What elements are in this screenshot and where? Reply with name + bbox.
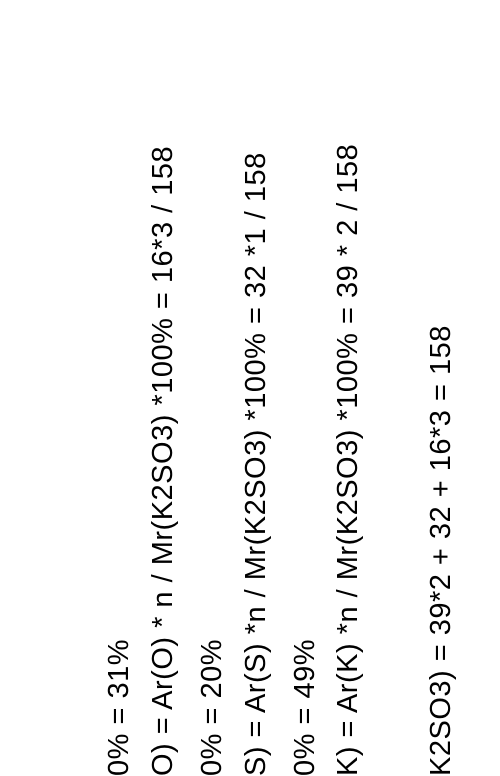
formula-container: K2SO3) = 39*2 + 32 + 16*3 = 158 K) = Ar(… [0, 0, 500, 776]
formula-line-7: 0% = 31% [103, 0, 136, 776]
formula-line-6: O) = Ar(O) * n / Mr(K2SO3) *100% = 16*3 … [147, 0, 180, 776]
formula-line-1: K2SO3) = 39*2 + 32 + 16*3 = 158 [425, 0, 458, 776]
formula-line-5: 0% = 20% [196, 0, 229, 776]
formula-line-2: K) = Ar(K) *n / Mr(K2SO3) *100% = 39 * 2… [332, 0, 365, 776]
formula-line-3: 0% = 49% [289, 0, 322, 776]
formula-line-4: S) = Ar(S) *n / Mr(K2SO3) *100% = 32 *1 … [240, 0, 273, 776]
